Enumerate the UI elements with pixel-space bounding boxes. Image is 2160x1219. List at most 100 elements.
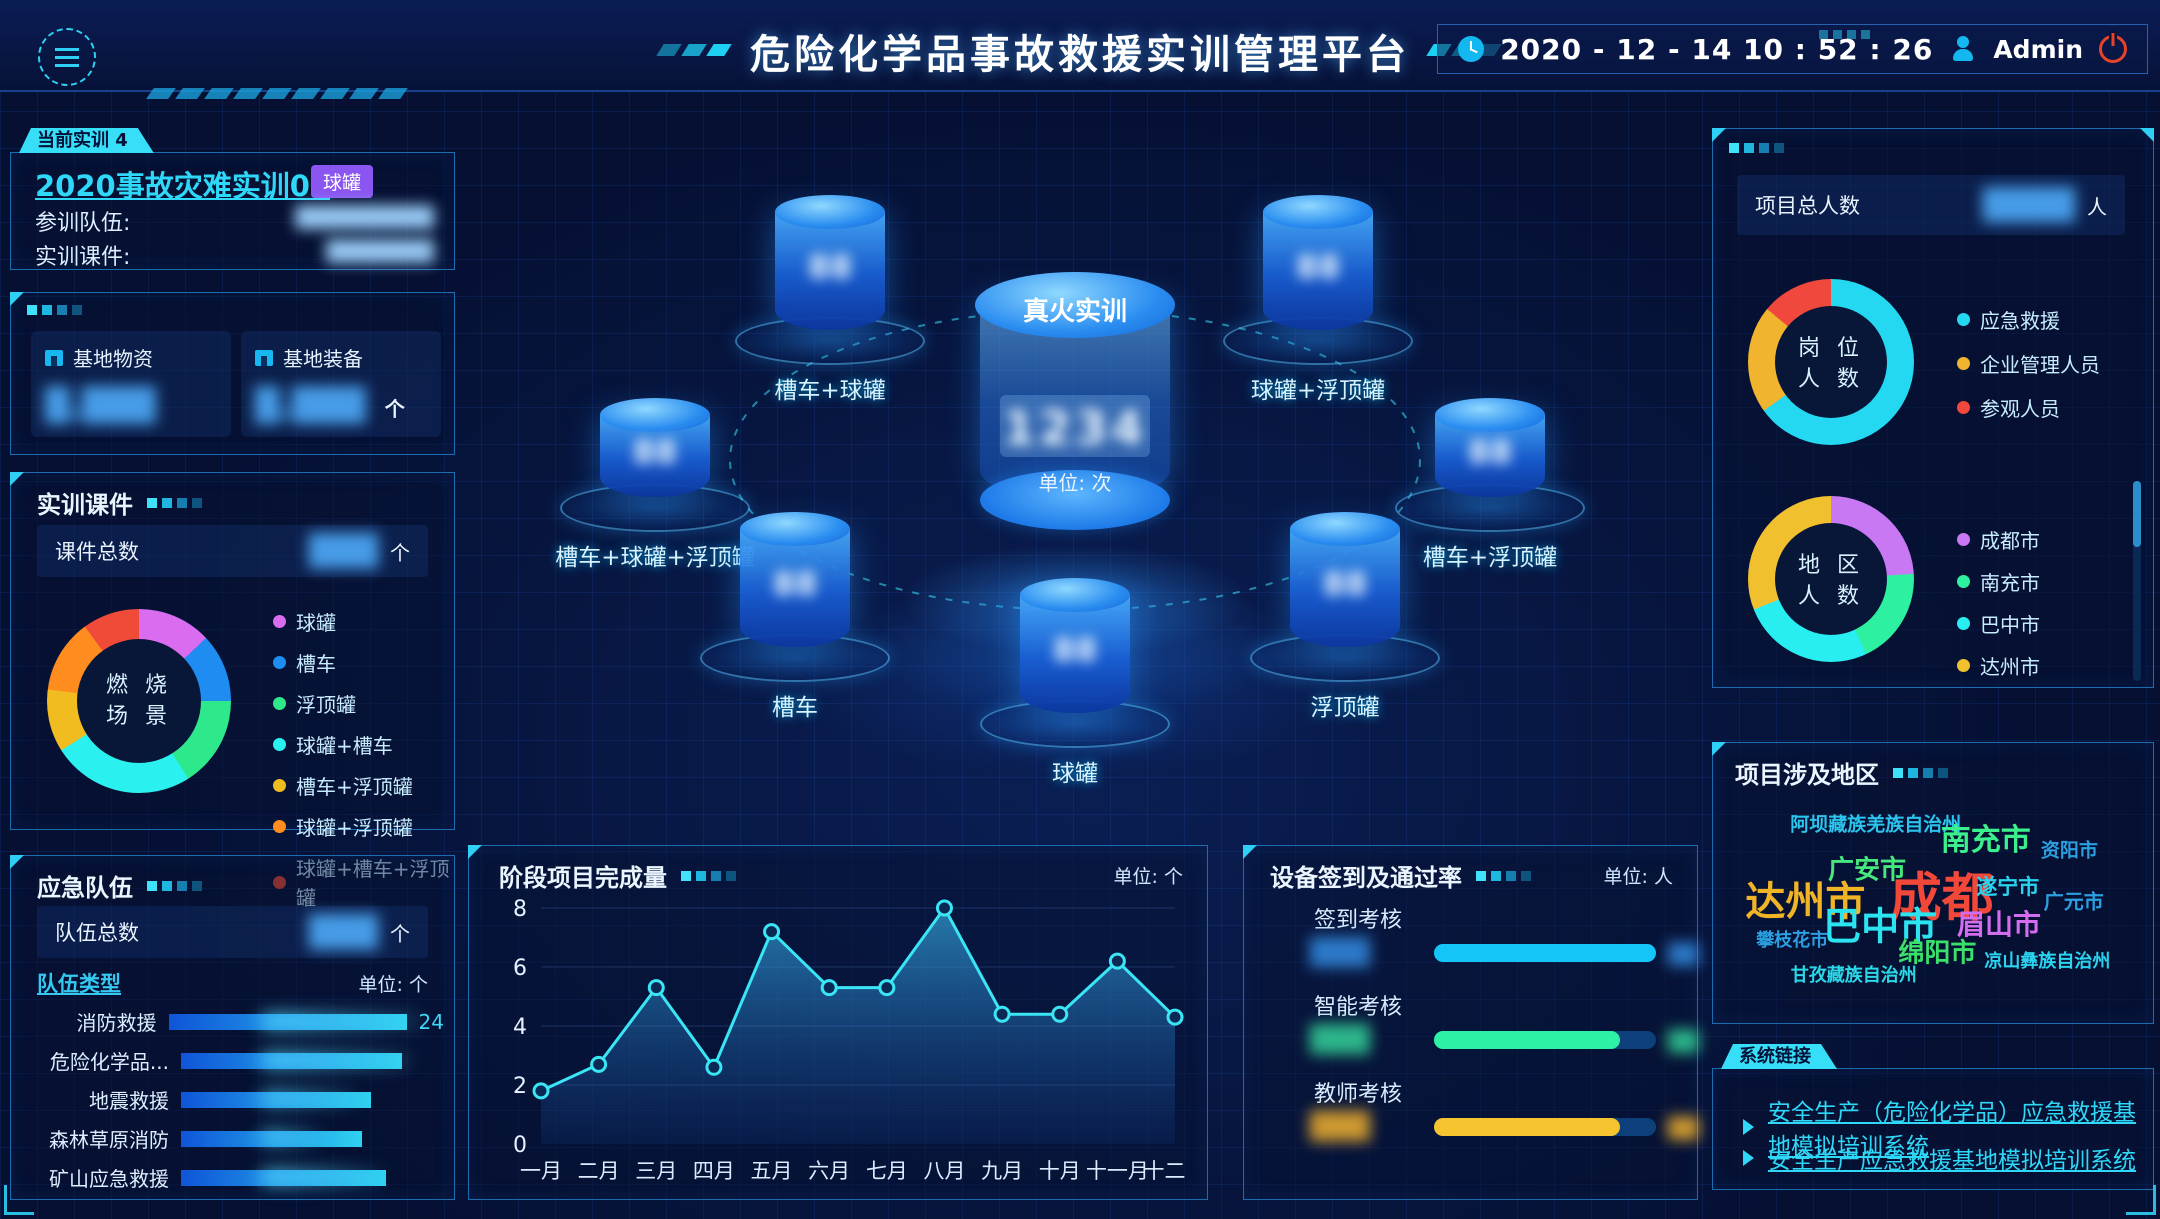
- legend-label: 巴中市: [1980, 613, 2040, 637]
- legend-item: 达州市: [1957, 651, 2040, 680]
- cylinder-value-masked: 88: [807, 248, 853, 286]
- panel-deco-squares: [1893, 767, 1948, 778]
- svg-text:一月: 一月: [520, 1159, 562, 1183]
- device-row-label: 签到考核: [1314, 908, 1403, 933]
- region-cloud-panel: 项目涉及地区 阿坝藏族羌族自治州 南充市 资阳市 广安市 成都 遂宁市 广元市 达州市 巴中市眉…: [1712, 742, 2154, 1024]
- legend-item: 浮顶罐: [273, 689, 454, 718]
- legend-dot: [273, 820, 286, 833]
- stat-unit: 个: [390, 540, 410, 565]
- bar-label: 地震救援: [89, 1089, 169, 1113]
- cloud-word: 广元市: [2043, 889, 2104, 914]
- svg-text:五月: 五月: [751, 1159, 793, 1183]
- legend-item: 应急救援: [1957, 305, 2100, 334]
- course-panel-title: 实训课件: [37, 485, 202, 520]
- legend-dot: [273, 738, 286, 751]
- card-unit: 个: [384, 397, 405, 421]
- system-links-tab: 系统链接: [1721, 1044, 1837, 1069]
- total-people-row: 项目总人数 ████ 人: [1737, 175, 2125, 235]
- people-panel: 项目总人数 ████ 人 岗 位人 数 应急救援 企业管理人员 参观人员 地 区人 …: [1712, 128, 2154, 688]
- donut-center-label: 岗 位人 数: [1798, 336, 1864, 392]
- cylinder-top: [775, 195, 885, 229]
- progress-track: [1434, 944, 1656, 962]
- masked-streak: [261, 1053, 411, 1067]
- region-people-donut-chart: [1748, 496, 1914, 662]
- region-word-cloud: 阿坝藏族羌族自治州 南充市 资阳市 广安市 成都 遂宁市 广元市 达州市 巴中市 眉山市 攀枝花市 绵…: [1713, 791, 2153, 1023]
- legend-label: 球罐: [296, 611, 336, 635]
- legend-dot: [273, 875, 286, 889]
- panel-deco-squares: [147, 880, 202, 891]
- device-row-label: 智能考核: [1314, 995, 1403, 1020]
- cylinder-label: 浮顶罐: [1310, 695, 1380, 721]
- legend-item: 槽车+浮顶罐: [273, 771, 454, 800]
- stat-label: 课件总数: [55, 540, 139, 564]
- cylinder-label: 球罐+浮顶罐: [1250, 378, 1386, 404]
- cloud-word: 达州市: [1745, 878, 1866, 925]
- field-value-masked: ███████: [326, 239, 434, 263]
- svg-text:0: 0: [513, 1133, 527, 1158]
- core-value-masked: 1234: [1002, 401, 1148, 455]
- cloud-word: 甘孜藏族自治州: [1790, 965, 1917, 987]
- legend-label: 球罐+槽车+浮顶罐: [296, 857, 450, 910]
- username[interactable]: Admin: [1993, 34, 2083, 64]
- power-icon[interactable]: [2099, 35, 2127, 63]
- svg-text:4: 4: [513, 1015, 527, 1040]
- svg-text:二月: 二月: [578, 1159, 620, 1183]
- teams-total-row: 队伍总数 ███ 个: [37, 906, 428, 958]
- device-row: 教师考核 ███ ██: [1274, 1072, 1699, 1152]
- svg-text:十一月: 十一月: [1086, 1159, 1149, 1183]
- legend-item: 球罐+槽车+浮顶罐: [273, 853, 454, 911]
- panel-deco-squares: [1476, 870, 1531, 881]
- burn-scene-legend: 球罐 槽车 浮顶罐 球罐+槽车 槽车+浮顶罐 球罐+浮顶罐 球罐+槽车+浮顶罐: [273, 607, 454, 911]
- stat-value-masked: ███: [308, 914, 378, 950]
- legend-dot: [1957, 617, 1970, 630]
- masked-streak: [261, 1170, 381, 1184]
- legend-label: 参观人员: [1980, 397, 2060, 421]
- device-value-masked: ███: [1310, 1112, 1370, 1142]
- stat-label: 项目总人数: [1755, 194, 1860, 218]
- legend-label: 南充市: [1980, 571, 2040, 595]
- svg-text:四月: 四月: [693, 1159, 735, 1183]
- cylinder-label: 槽车+球罐+浮顶罐: [555, 545, 755, 571]
- stat-value-masked: ███: [308, 533, 378, 569]
- card-value-masked: █,███: [255, 386, 366, 424]
- legend-dot: [273, 615, 286, 628]
- cylinder-body: [740, 529, 850, 647]
- cylinder-value-masked: 88: [1322, 565, 1368, 603]
- donut-center-label: 燃 烧场 景: [106, 673, 172, 729]
- system-link[interactable]: 安全生产（危险化学品）应急救援基地模拟培训系统: [1768, 1100, 2136, 1160]
- training-field-row: 参训队伍: █████████: [35, 205, 434, 237]
- system-link[interactable]: 安全生产应急救援基地模拟培训系统: [1768, 1148, 2136, 1174]
- training-name-link[interactable]: 2020事故灾难实训03: [35, 169, 331, 203]
- legend-dot: [1957, 357, 1970, 370]
- cloud-word: 成都: [1889, 868, 1994, 929]
- base-supplies-card: 基地物资 █,███: [31, 331, 231, 437]
- field-value-masked: █████████: [295, 205, 434, 229]
- stat-value-masked: ████: [1982, 187, 2075, 223]
- header: 危险化学品事故救援实训管理平台 2020 - 12 - 14 10 : 52 :…: [0, 0, 2160, 92]
- core-title: 真火实训: [1022, 297, 1127, 327]
- cylinder-top: [600, 398, 710, 432]
- system-link-row: 安全生产（危险化学品）应急救援基地模拟培训系统: [1743, 1093, 2153, 1161]
- legend-item: 巴中市: [1957, 609, 2040, 638]
- scrollbar-track[interactable]: [2133, 481, 2141, 681]
- cylinder-value-masked: 88: [632, 433, 678, 471]
- svg-text:六月: 六月: [808, 1159, 850, 1183]
- donut-center-label: 地 区人 数: [1798, 553, 1864, 609]
- current-training-tab: 当前实训 4: [19, 128, 154, 153]
- device-signin-panel: 设备签到及通过率 单位: 人 签到考核 ███ ██ 智能考核 ███ ██ 教师考核 ███…: [1243, 845, 1699, 1200]
- training-badge: 球罐: [311, 165, 374, 198]
- team-type-label: 队伍类型: [37, 972, 121, 996]
- device-value-masked: ███: [1310, 938, 1370, 968]
- bar-label: 森林草原消防: [49, 1128, 169, 1152]
- legend-label: 槽车: [296, 652, 336, 676]
- cloud-word: 阿坝藏族羌族自治州: [1790, 813, 1962, 836]
- scrollbar-thumb[interactable]: [2133, 481, 2141, 547]
- svg-text:十二月: 十二月: [1144, 1159, 1186, 1183]
- cylinder-top: [1263, 195, 1373, 229]
- menu-icon[interactable]: [38, 28, 96, 86]
- svg-text:八月: 八月: [923, 1159, 965, 1183]
- legend-label: 球罐+槽车: [296, 734, 393, 758]
- header-deco-stripes: [146, 88, 408, 99]
- progress-fill: [1434, 1031, 1621, 1049]
- scene-visualization: 真火实训 1234 单位: 次 88 槽车+球罐 88 球罐+浮顶罐 88 槽车+球罐+浮…: [455, 95, 1585, 840]
